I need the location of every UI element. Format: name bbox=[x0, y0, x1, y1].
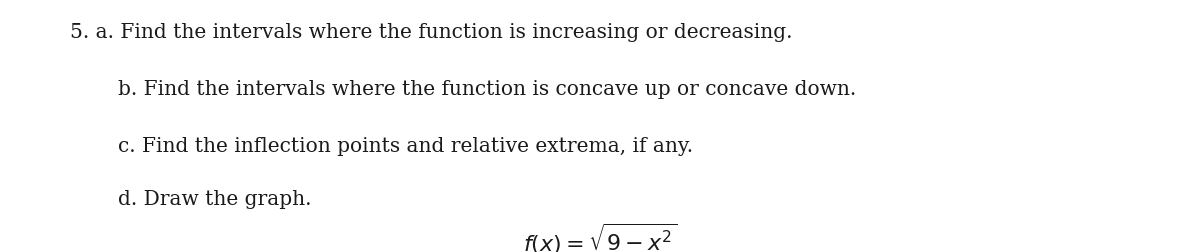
Text: d. Draw the graph.: d. Draw the graph. bbox=[118, 190, 311, 209]
Text: b. Find the intervals where the function is concave up or concave down.: b. Find the intervals where the function… bbox=[118, 80, 856, 99]
Text: 5. a. Find the intervals where the function is increasing or decreasing.: 5. a. Find the intervals where the funct… bbox=[70, 23, 792, 42]
Text: c. Find the inflection points and relative extrema, if any.: c. Find the inflection points and relati… bbox=[118, 137, 692, 156]
Text: $f(x) = \sqrt{9-x^2}$: $f(x) = \sqrt{9-x^2}$ bbox=[523, 220, 677, 252]
